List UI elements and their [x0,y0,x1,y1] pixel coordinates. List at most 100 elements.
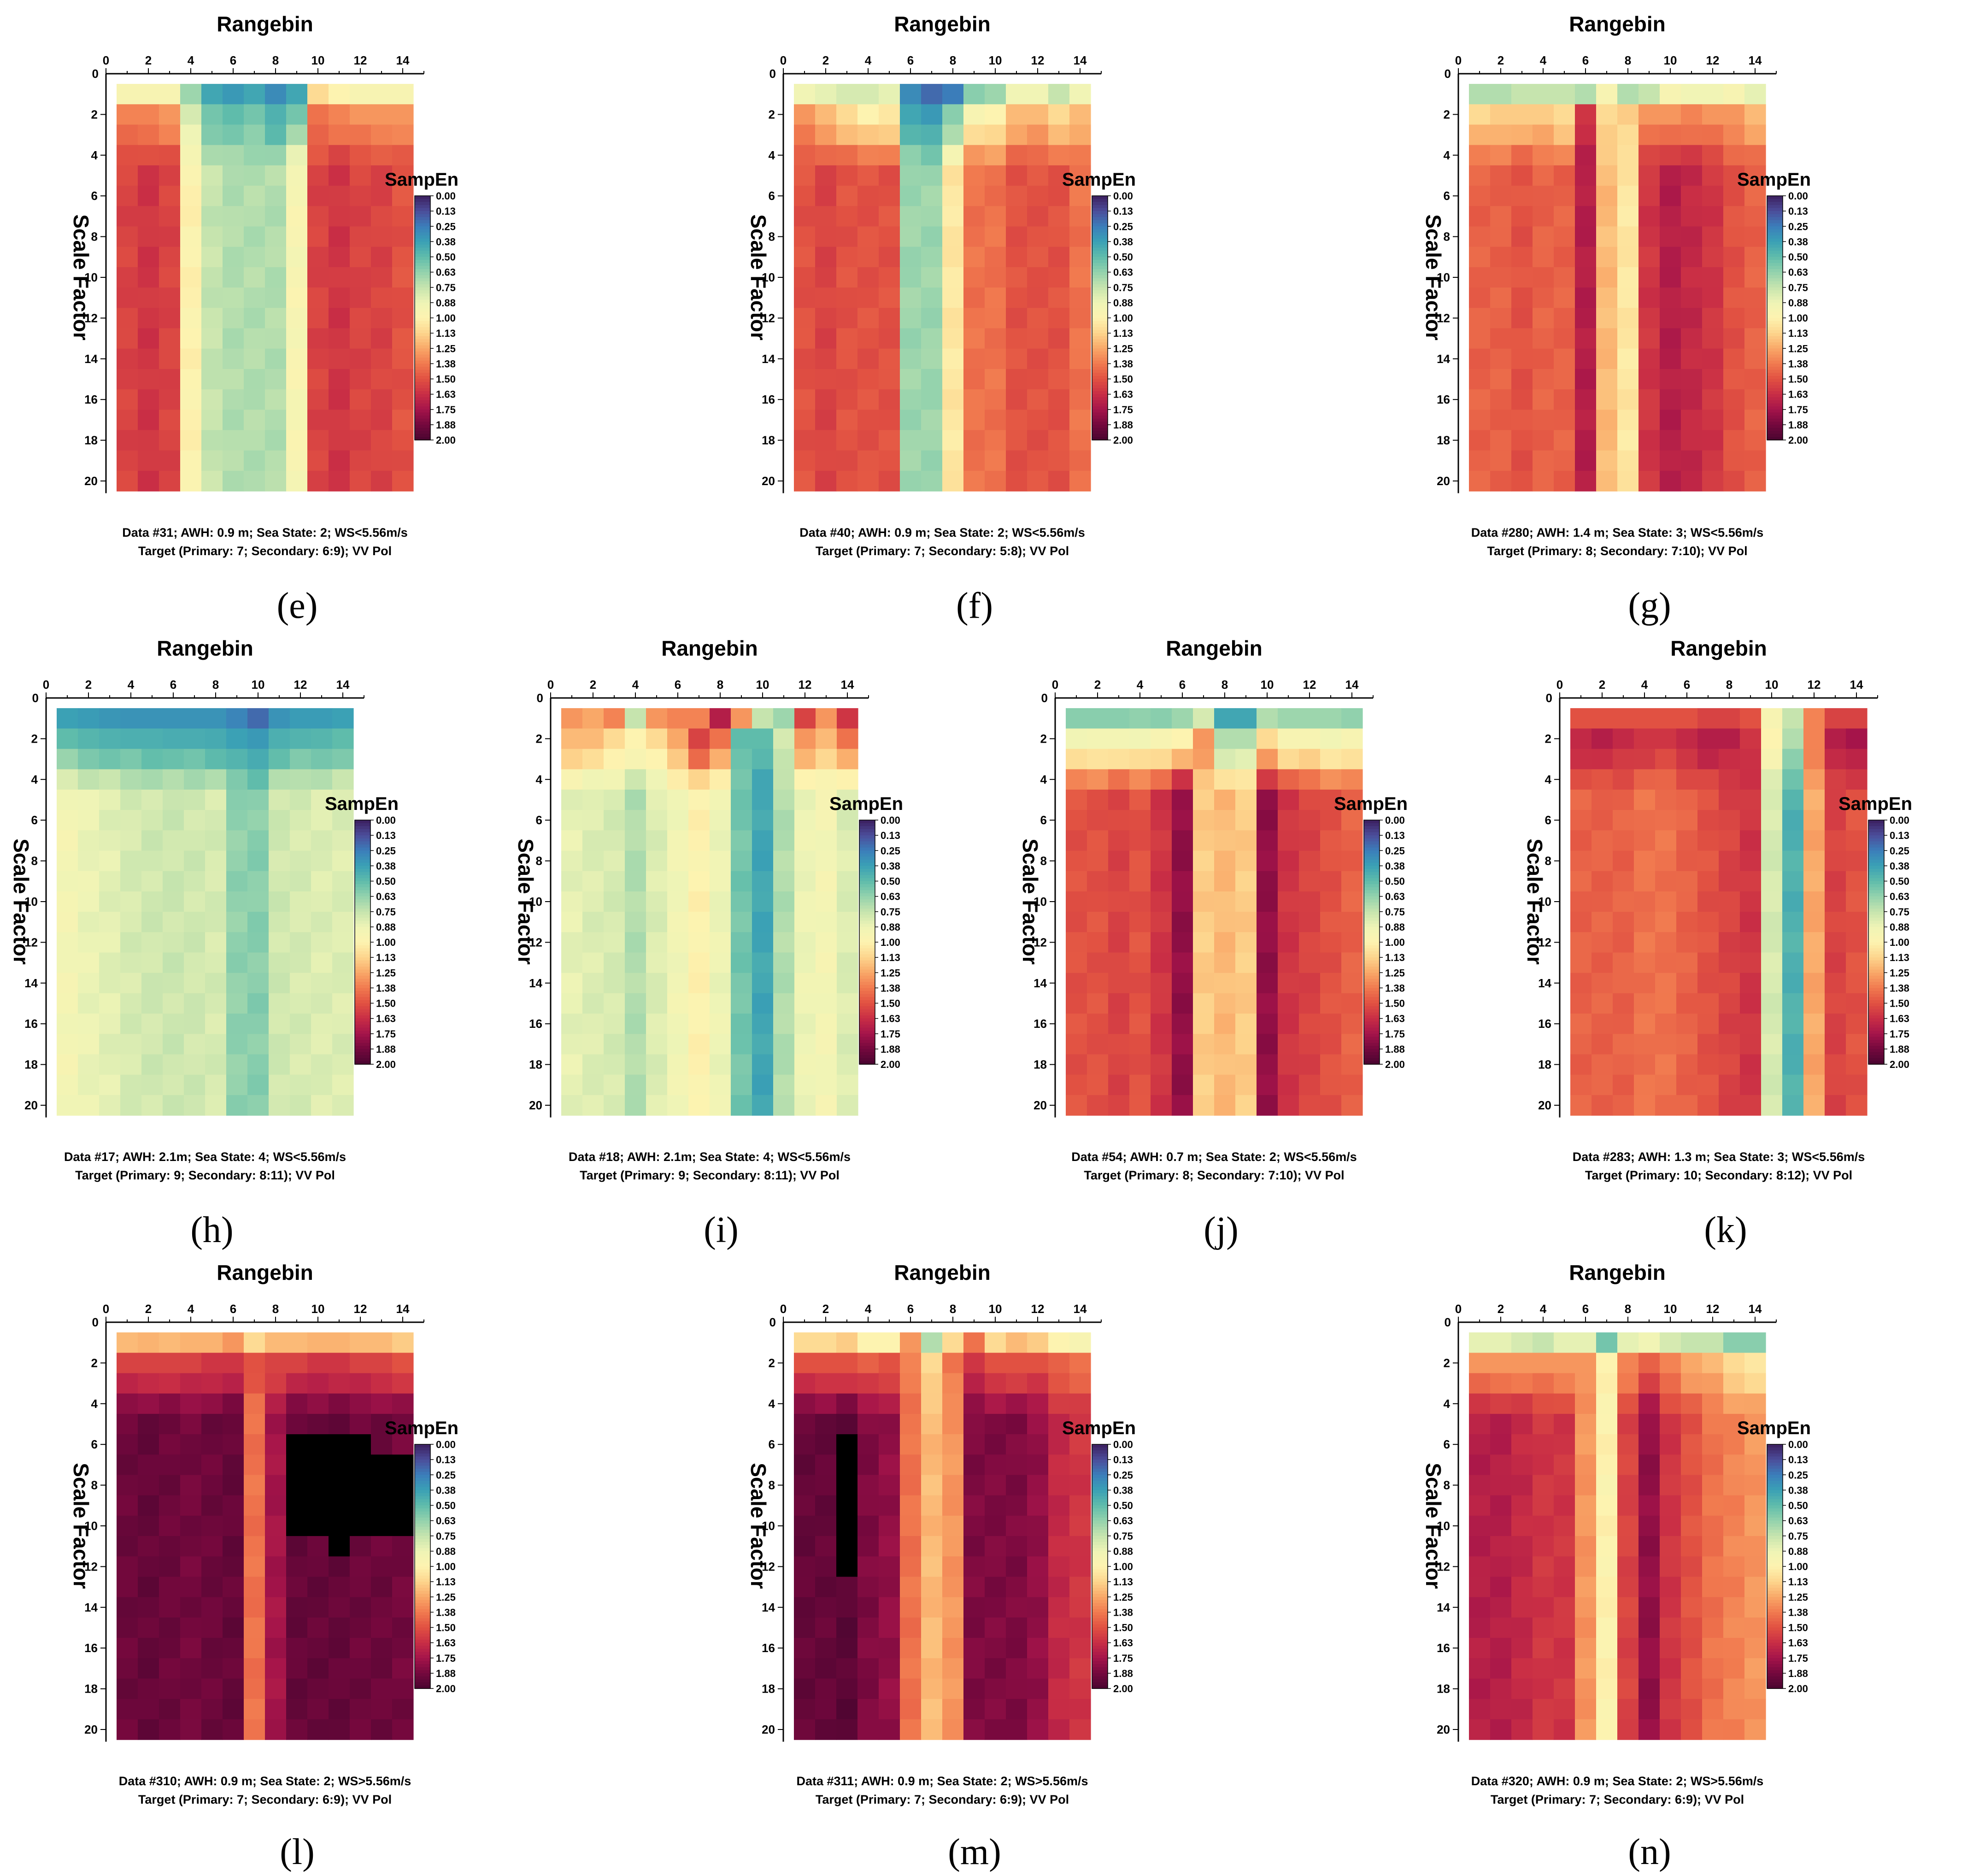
heatmap-cell [1320,789,1342,810]
heatmap-cell [1639,1393,1660,1414]
heatmap-cell [1533,1678,1554,1700]
heatmap-cell [942,246,964,268]
heatmap-cell [1617,267,1639,288]
heatmap-cell [942,145,964,166]
heatmap-cell [1006,287,1028,308]
heatmap-cell [836,1577,858,1598]
heatmap-cell [921,1434,943,1455]
caption-line-1: Data #283; AWH: 1.3 m; Sea State: 3; WS<… [1573,1150,1865,1164]
y-tick-label: 0 [769,67,776,81]
subfigure-label: (k) [1704,1210,1747,1250]
heatmap-cell [710,850,731,872]
heatmap-cell [1697,789,1719,810]
heatmap-cell [1554,124,1575,146]
heatmap-cell [332,810,354,831]
heatmap-cell [963,1699,985,1720]
colorbar-segment [1868,1021,1884,1025]
heatmap-cell [1596,1495,1618,1516]
heatmap-cell [286,124,308,146]
heatmap-cell [1533,1556,1554,1577]
heatmap-cell [1660,1413,1681,1435]
y-tick-label: 14 [84,352,98,366]
heatmap-cell [290,912,311,932]
colorbar-segment [1767,253,1783,258]
heatmap-cell [120,973,142,994]
heatmap-cell [1723,206,1745,227]
colorbar-segment [355,902,370,906]
heatmap-cell [1639,267,1660,288]
heatmap-cell [815,1515,837,1536]
colorbar-segment [415,1652,430,1655]
colorbar-segment [415,1578,430,1582]
heatmap-cell [1533,1454,1554,1476]
heatmap-cell [163,973,184,994]
heatmap-cell [223,1495,244,1516]
heatmap-cell [226,810,248,831]
colorbar-tick-label: 1.50 [1113,1622,1133,1634]
heatmap-cell [223,84,244,105]
heatmap-cell [205,749,227,770]
heatmap-cell [1681,287,1703,308]
colorbar-segment [1092,1539,1108,1542]
heatmap-cell [1617,1638,1639,1659]
heatmap-cell [879,369,900,390]
heatmap-cell [1660,430,1681,451]
heatmap-cell [201,104,223,125]
heatmap-cell [1761,1034,1783,1055]
heatmap-cell [1069,1577,1091,1598]
heatmap-cell [78,810,100,831]
heatmap-cell [180,1515,202,1536]
colorbar-tick-label: 0.63 [376,891,396,903]
heatmap-cell [985,1515,1006,1536]
heatmap-cell [900,165,922,186]
colorbar-segment [1092,324,1108,328]
colorbar-segment [355,862,370,867]
colorbar-segment [859,890,875,894]
heatmap-cell [815,186,837,206]
heatmap-cell [900,389,922,410]
heatmap-cell [1592,912,1613,932]
heatmap-cell [1660,246,1681,268]
heatmap-cell [1027,1658,1049,1679]
heatmap-cell [625,789,646,810]
heatmap-cell [286,328,308,349]
heatmap-cell [138,308,159,329]
colorbar-segment [1868,841,1884,845]
heatmap-cell [244,246,265,268]
heatmap-cell [688,810,710,831]
colorbar-tick-label: 1.75 [1890,1028,1909,1040]
heatmap-cell [1592,891,1613,912]
colorbar-segment [1364,832,1380,836]
heatmap-cell [205,1074,227,1096]
heatmap-cell [1533,1515,1554,1536]
heatmap-cell [942,470,964,492]
colorbar-segment [1868,862,1884,867]
heatmap-cell [265,1434,287,1455]
colorbar-segment [1092,1484,1108,1488]
heatmap-cell [247,952,269,973]
caption-line-2: Target (Primary: 7; Secondary: 6:9); VV … [138,544,392,558]
heatmap-cell [773,1014,795,1034]
heatmap-cell [1570,1074,1592,1096]
heatmap-cell [244,226,265,247]
colorbar-segment [1092,336,1108,340]
heatmap-cell [1613,1034,1634,1055]
heatmap-cell [1825,850,1846,872]
heatmap-cell [625,850,646,872]
colorbar-tick-label: 0.13 [1385,830,1405,841]
heatmap-cell [329,450,350,471]
heatmap-cell [1006,145,1028,166]
colorbar-segment [1092,1594,1108,1598]
colorbar-segment [859,835,875,839]
heatmap-cell [159,1373,181,1394]
heatmap-cell [1172,1074,1193,1096]
heatmap-cell [159,410,181,431]
heatmap-cell [120,891,142,912]
colorbar-segment [355,844,370,848]
heatmap-cell [1048,1577,1070,1598]
heatmap-cell [371,1515,393,1536]
heatmap-cell [138,1719,159,1740]
heatmap-cell [1257,749,1278,770]
heatmap-cell [1108,728,1130,750]
colorbar-segment [1364,878,1380,882]
